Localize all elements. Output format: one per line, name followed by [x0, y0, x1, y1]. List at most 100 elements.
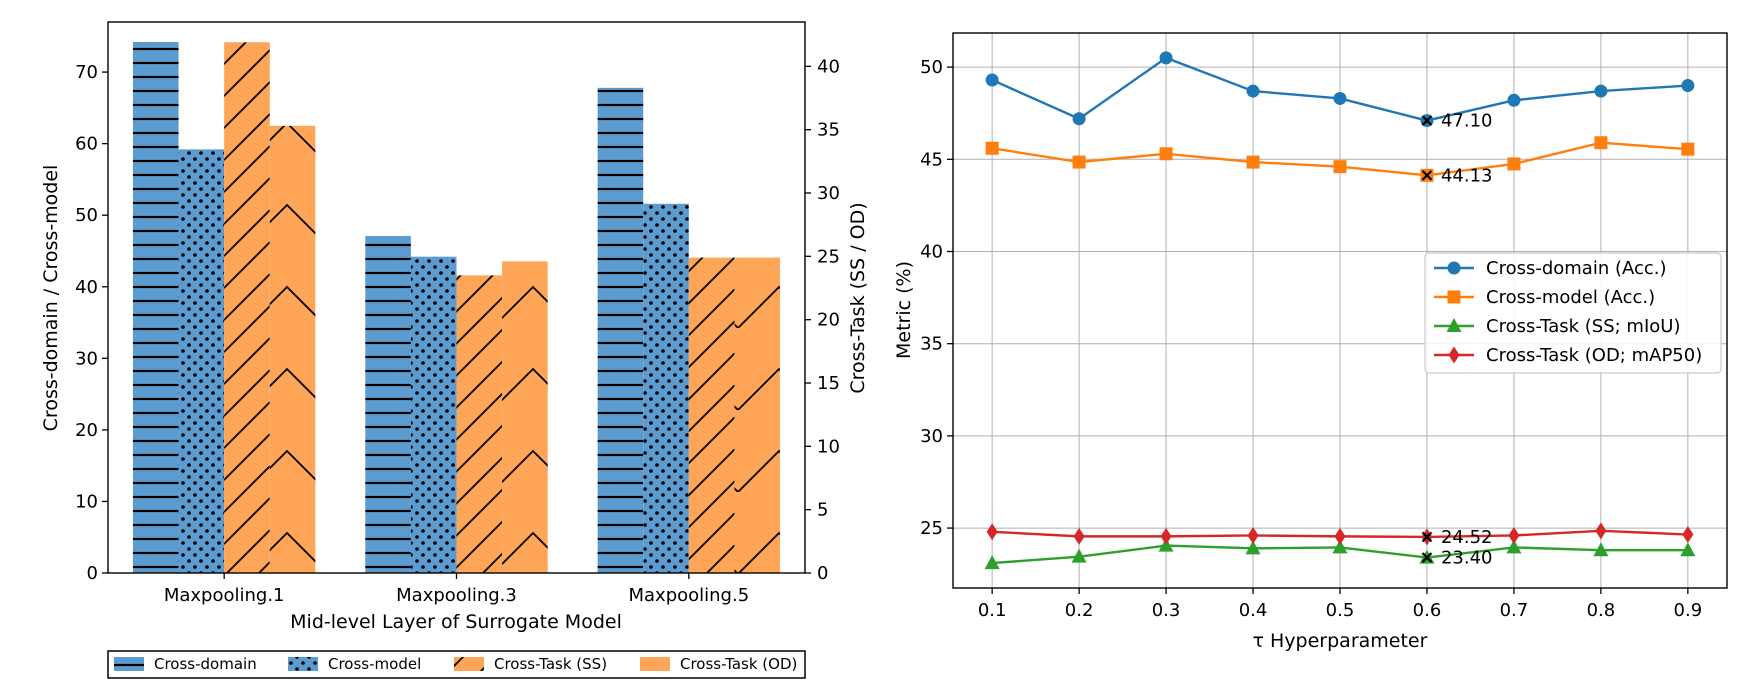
data-point-cross-task-od-map50	[1595, 522, 1607, 540]
legend-label: Cross-Task (SS)	[494, 655, 607, 673]
x-tick-label: 0.3	[1152, 600, 1181, 621]
legend-label: Cross-model	[328, 655, 421, 673]
data-point-cross-task-ss-miou	[1245, 540, 1261, 555]
x-mark	[1421, 115, 1433, 126]
x-tick-label: Maxpooling.1	[164, 585, 285, 606]
data-point-cross-task-ss-miou	[1071, 548, 1087, 563]
legend-label: Cross-domain (Acc.)	[1486, 258, 1667, 279]
x-tick-label: 0.5	[1326, 600, 1355, 621]
x-tick-label: 0.1	[978, 600, 1007, 621]
annotation-label: 47.10	[1441, 111, 1493, 132]
bar-cross-model	[643, 203, 689, 574]
legend-marker	[1447, 290, 1461, 304]
left-y-tick-label: 30	[75, 348, 98, 369]
line-chart-y-axis-label: Metric (%)	[893, 261, 915, 359]
data-point-cross-domain-acc	[1246, 84, 1260, 98]
x-mark	[1421, 552, 1433, 563]
bar-cross-task-od	[734, 257, 781, 573]
legend-label: Cross-model (Acc.)	[1486, 287, 1655, 308]
annotation-marker	[1421, 115, 1433, 126]
y-tick-label: 30	[920, 426, 943, 447]
legend-swatch	[640, 657, 670, 671]
bar-cross-task-od	[502, 261, 548, 573]
y-tick-label: 40	[920, 241, 943, 262]
legend-marker	[1448, 346, 1460, 364]
x-tick-label: 0.8	[1587, 600, 1616, 621]
data-point-cross-model-acc	[985, 141, 999, 155]
x-mark	[1421, 531, 1433, 543]
data-point-cross-task-od-map50	[1508, 526, 1520, 544]
bar-cross-domain	[365, 235, 411, 573]
data-point-cross-model-acc	[1681, 142, 1695, 156]
line-chart-legend: Cross-domain (Acc.) Cross-model (Acc.) Cro…	[1424, 252, 1722, 374]
bar-cross-task-ss	[688, 257, 735, 573]
right-y-tick-label: 20	[817, 310, 840, 331]
legend-swatch	[454, 657, 484, 671]
left-y-tick-label: 60	[75, 134, 98, 155]
annotation-label: 44.13	[1441, 165, 1493, 186]
legend-label: Cross-Task (OD)	[680, 655, 797, 673]
right-y-tick-label: 35	[817, 120, 840, 141]
bar-cross-domain	[597, 87, 644, 573]
bar-cross-model	[178, 149, 225, 573]
data-point-cross-domain-acc	[1159, 51, 1173, 65]
legend-swatch	[114, 657, 144, 671]
legend-frame	[1424, 252, 1722, 374]
bar-chart-frame	[107, 21, 806, 574]
data-point-cross-domain-acc	[1072, 112, 1086, 126]
legend-marker	[1447, 261, 1461, 275]
data-point-cross-domain-acc	[1333, 91, 1347, 105]
line-chart-frame	[952, 32, 1728, 589]
left-y-tick-label: 50	[75, 205, 98, 226]
data-point-cross-task-od-map50	[1247, 526, 1259, 544]
left-y-tick-label: 10	[75, 491, 98, 512]
y-tick-label: 50	[920, 57, 943, 78]
data-point-cross-task-od-map50	[1334, 527, 1346, 545]
data-point-cross-task-od-map50	[1073, 527, 1085, 545]
left-y-axis-label: Cross-domain / Cross-model	[40, 165, 62, 432]
data-point-cross-model-acc	[1246, 155, 1260, 169]
data-point-cross-task-od-map50	[986, 523, 998, 541]
x-tick-label: 0.7	[1500, 600, 1529, 621]
legend-marker	[1446, 318, 1462, 332]
x-mark	[1421, 170, 1433, 181]
y-tick-label: 45	[920, 149, 943, 170]
data-point-cross-task-od-map50	[1682, 526, 1694, 544]
bar-chart: Maxpooling.1 Maxpooling.3 Maxpooling.5 0 10 2…	[40, 21, 869, 679]
data-point-cross-model-acc	[1333, 160, 1347, 174]
bar-chart-x-axis-label: Mid-level Layer of Surrogate Model	[290, 611, 622, 633]
data-point-cross-domain-acc	[1681, 79, 1695, 93]
data-point-cross-model-acc	[1072, 155, 1086, 169]
line-chart-x-axis-label: τ Hyperparameter	[1253, 630, 1428, 652]
data-point-cross-task-ss-miou	[1332, 539, 1348, 554]
right-y-tick-label: 40	[817, 56, 840, 77]
right-y-tick-label: 30	[817, 183, 840, 204]
x-tick-label: 0.9	[1674, 600, 1703, 621]
right-y-axis-label: Cross-Task (SS / OD)	[847, 202, 869, 393]
x-tick-label: Maxpooling.3	[396, 585, 517, 606]
right-y-tick-label: 0	[817, 563, 828, 584]
bar-cross-domain	[132, 42, 179, 573]
right-y-tick-label: 5	[817, 500, 828, 521]
legend-swatch	[288, 657, 318, 671]
data-point-cross-domain-acc	[1594, 84, 1608, 98]
x-tick-label: Maxpooling.5	[628, 585, 749, 606]
right-y-tick-label: 15	[817, 373, 840, 394]
y-tick-label: 35	[920, 334, 943, 355]
bar-cross-model	[410, 256, 457, 573]
left-y-tick-label: 20	[75, 420, 98, 441]
bar-chart-legend: Cross-domain Cross-model Cross-Task (SS) Cr…	[107, 650, 806, 679]
data-point-cross-domain-acc	[1507, 93, 1521, 107]
data-point-cross-model-acc	[1507, 157, 1521, 171]
line-chart: 0.1 0.2 0.3 0.4 0.5 0.6 0.7 0.8 0.9253035404550 …	[893, 32, 1728, 652]
data-point-cross-model-acc	[1159, 147, 1173, 161]
annotation-label: 24.52	[1441, 527, 1493, 548]
x-tick-label: 0.6	[1413, 600, 1442, 621]
data-point-cross-task-ss-miou	[1680, 542, 1696, 557]
x-tick-label: 0.4	[1239, 600, 1268, 621]
data-point-cross-domain-acc	[985, 73, 999, 87]
annotation-marker	[1421, 552, 1433, 563]
data-point-cross-model-acc	[1594, 136, 1608, 150]
data-point-cross-task-ss-miou	[984, 555, 1000, 570]
